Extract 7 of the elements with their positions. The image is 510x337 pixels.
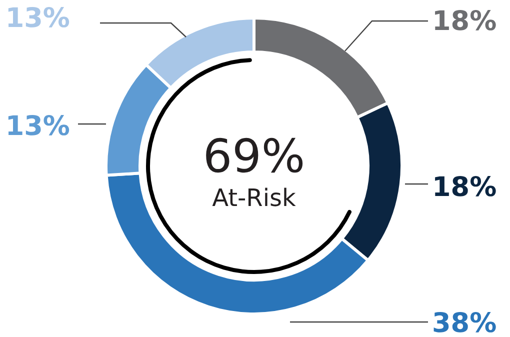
text: At-Risk <box>212 184 296 212</box>
data-label: 13% <box>5 3 70 34</box>
text: 69% <box>202 129 306 183</box>
data-label: 18% <box>432 172 497 203</box>
data-label: 38% <box>432 308 497 337</box>
data-label: 13% <box>5 111 70 142</box>
data-label: 18% <box>432 6 497 37</box>
